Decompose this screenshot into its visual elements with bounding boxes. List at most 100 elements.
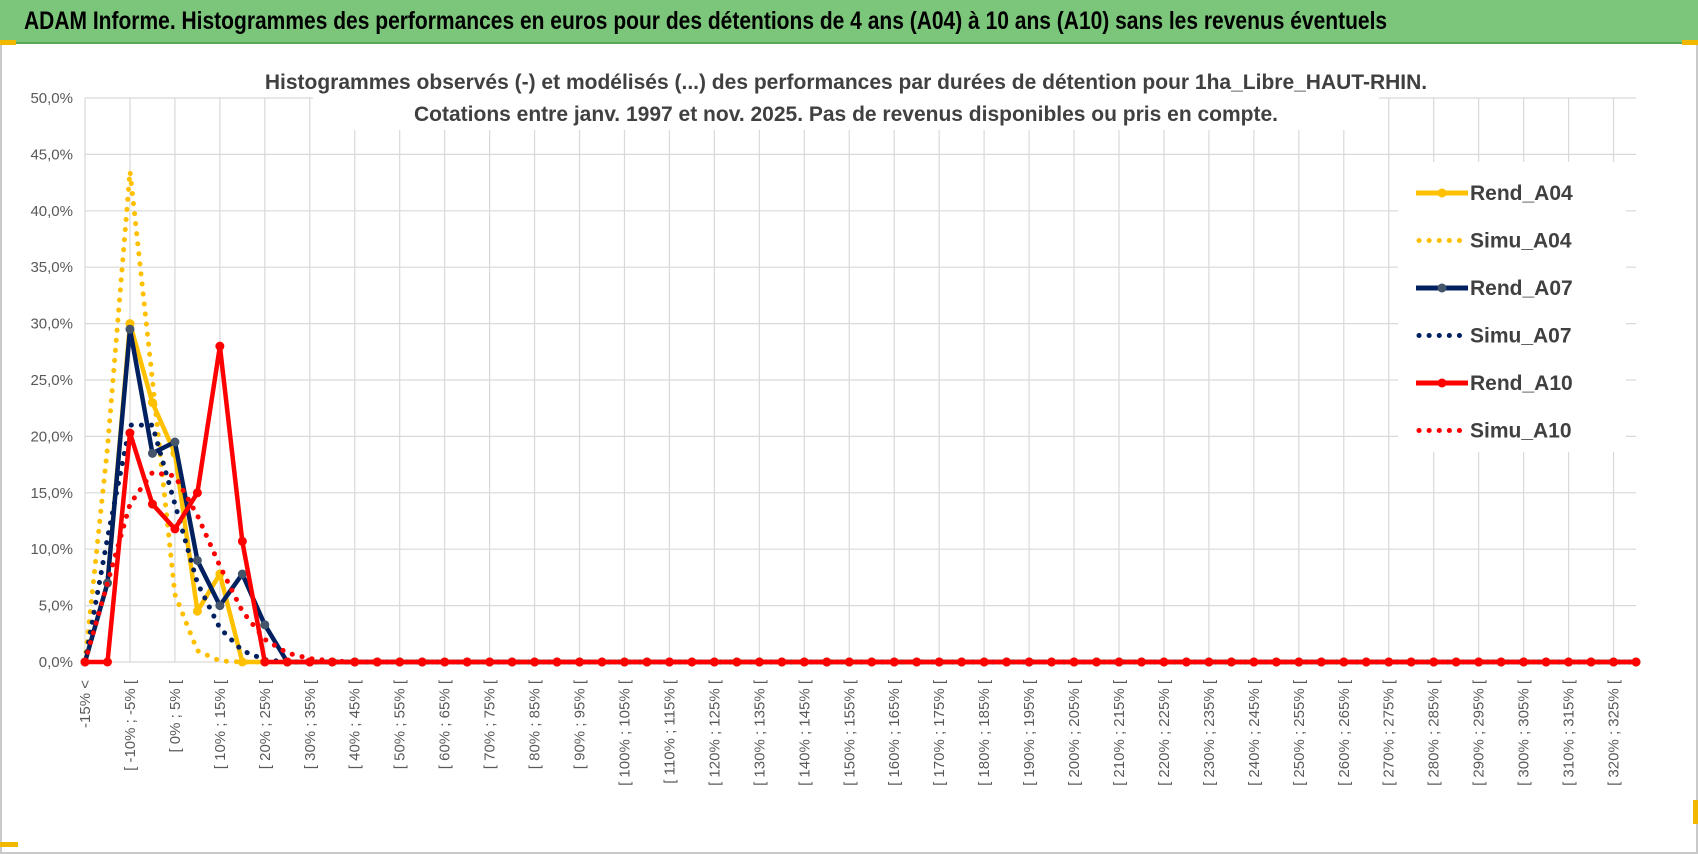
x-tick-label: [ 110% ; 115% [ xyxy=(661,679,678,784)
chart-title-line: Histogrammes observés (-) et modélisés (… xyxy=(265,71,1427,94)
y-tick-label: 35,0% xyxy=(30,259,73,276)
data-point xyxy=(1181,657,1191,667)
corner-marker-top-right xyxy=(1682,40,1698,45)
x-tick-label: [ 240% ; 245% [ xyxy=(1246,679,1263,786)
legend-background xyxy=(1398,162,1626,452)
data-point xyxy=(125,428,135,438)
series-simu-a10 xyxy=(82,470,1639,665)
x-tick-label: [ 170% ; 175% [ xyxy=(931,679,948,786)
data-point xyxy=(170,437,180,447)
data-point xyxy=(979,657,989,667)
chart-title-line: Cotations entre janv. 1997 et nov. 2025.… xyxy=(414,103,1278,126)
data-point xyxy=(260,620,270,630)
legend-item-simu-a10: Simu_A10 xyxy=(1416,420,1572,443)
x-tick-label: [ 80% ; 85% [ xyxy=(527,679,544,769)
legend-label: Rend_A10 xyxy=(1470,372,1573,395)
x-tick-label: [ 50% ; 55% [ xyxy=(392,679,409,769)
x-tick-label: [ 100% ; 105% [ xyxy=(616,679,633,786)
data-point xyxy=(147,448,157,458)
data-point xyxy=(664,657,674,667)
chart-title-background xyxy=(313,64,1379,130)
x-tick-label: [ 160% ; 165% [ xyxy=(886,679,903,786)
data-point xyxy=(147,499,157,509)
x-tick-label: [ 130% ; 135% [ xyxy=(751,679,768,786)
title-banner: ADAM Informe. Histogrammes des performan… xyxy=(0,0,1698,44)
data-point xyxy=(1474,657,1484,667)
data-point xyxy=(957,657,967,667)
legend-item-simu-a04: Simu_A04 xyxy=(1416,230,1572,253)
legend-label: Simu_A07 xyxy=(1470,325,1572,348)
data-point xyxy=(777,657,787,667)
data-point xyxy=(192,555,202,565)
series-line xyxy=(82,422,1639,665)
data-point xyxy=(125,324,135,334)
y-tick-label: 25,0% xyxy=(30,372,73,389)
data-point xyxy=(1564,657,1574,667)
x-tick-label: [ 60% ; 65% [ xyxy=(437,679,454,769)
x-tick-label: [ 310% ; 315% [ xyxy=(1561,679,1578,786)
x-tick-label: [ 230% ; 235% [ xyxy=(1201,679,1218,786)
data-point xyxy=(1069,657,1079,667)
data-point xyxy=(215,341,225,351)
legend-marker xyxy=(1437,378,1447,388)
banner-title: ADAM Informe. Histogrammes des performan… xyxy=(24,7,1388,35)
data-point xyxy=(867,657,877,667)
data-point xyxy=(170,524,180,534)
x-tick-label: [ 40% ; 45% [ xyxy=(347,679,364,769)
data-point xyxy=(260,657,270,667)
x-tick-label: [ 280% ; 285% [ xyxy=(1426,679,1443,786)
chart-frame xyxy=(0,44,1698,854)
data-point xyxy=(575,657,585,667)
x-tick-label: [ 190% ; 195% [ xyxy=(1021,679,1038,786)
y-tick-label: 50,0% xyxy=(30,90,73,107)
data-point xyxy=(237,536,247,546)
legend-item-rend-a10: Rend_A10 xyxy=(1416,372,1573,395)
data-point xyxy=(237,657,247,667)
x-tick-label: [ 30% ; 35% [ xyxy=(302,679,319,769)
x-tick-label: [ 10% ; 15% [ xyxy=(212,679,229,769)
x-tick-label: [ 20% ; 25% [ xyxy=(257,679,274,769)
x-tick-label: [ 320% ; 325% [ xyxy=(1606,679,1623,786)
data-point xyxy=(102,657,112,667)
x-tick-label: [ 270% ; 275% [ xyxy=(1381,679,1398,786)
series-line xyxy=(82,470,1639,665)
x-tick-label: [ 140% ; 145% [ xyxy=(796,679,813,786)
x-tick-label: [ 300% ; 305% [ xyxy=(1516,679,1533,786)
legend-item-rend-a07: Rend_A07 xyxy=(1416,277,1573,300)
data-point xyxy=(237,569,247,579)
x-tick-label: [ 180% ; 185% [ xyxy=(976,679,993,786)
y-tick-label: 10,0% xyxy=(30,541,73,558)
data-point xyxy=(1384,657,1394,667)
x-tick-label: [ 200% ; 205% [ xyxy=(1066,679,1083,786)
x-tick-label: [ 210% ; 215% [ xyxy=(1111,679,1128,786)
y-tick-label: 20,0% xyxy=(30,428,73,445)
series-simu-a07 xyxy=(82,422,1639,665)
data-point xyxy=(215,601,225,611)
data-point xyxy=(282,657,292,667)
corner-marker-bottom-left xyxy=(0,842,18,847)
data-point xyxy=(1159,657,1169,667)
y-tick-label: 30,0% xyxy=(30,316,73,333)
data-point xyxy=(372,657,382,667)
legend-label: Rend_A07 xyxy=(1470,277,1573,300)
data-point xyxy=(687,657,697,667)
x-tick-label: [ 90% ; 95% [ xyxy=(572,679,589,769)
x-tick-label: [ 120% ; 125% [ xyxy=(706,679,723,786)
legend-item-rend-a04: Rend_A04 xyxy=(1416,182,1573,205)
corner-marker-bottom-right xyxy=(1693,800,1698,824)
y-tick-label: 0,0% xyxy=(39,654,73,671)
x-tick-label: [ -10% ; -5% [ xyxy=(122,679,139,771)
y-tick-label: 40,0% xyxy=(30,203,73,220)
x-tick-label: [ 260% ; 265% [ xyxy=(1336,679,1353,786)
legend-marker xyxy=(1437,283,1447,293)
legend-label: Simu_A04 xyxy=(1470,230,1572,253)
y-tick-label: 15,0% xyxy=(30,485,73,502)
y-tick-label: 45,0% xyxy=(30,146,73,163)
legend-label: Rend_A04 xyxy=(1470,182,1573,205)
data-point xyxy=(485,657,495,667)
legend-marker xyxy=(1437,188,1447,198)
x-tick-label: [ 290% ; 295% [ xyxy=(1471,679,1488,786)
x-tick-label: -15% < xyxy=(77,680,94,728)
data-point xyxy=(1586,657,1596,667)
